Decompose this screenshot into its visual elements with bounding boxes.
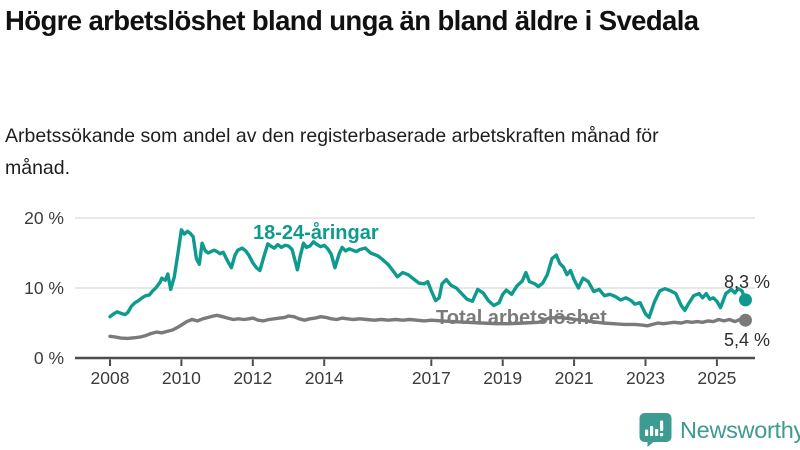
x-tick-label: 2008 [90,368,130,388]
y-tick-label: 10 % [24,278,64,298]
bar-chart-speech-bubble-icon [639,413,672,447]
series-line [108,228,748,320]
series-line [108,313,748,341]
series-label-total: Total arbetslöshet [436,307,607,329]
x-tick-label: 2017 [411,368,451,388]
series-end-dot [738,293,752,307]
y-tick-label: 20 % [24,208,64,228]
y-tick-label: 0 % [33,348,64,368]
x-tick-label: 2010 [161,368,201,388]
x-tick-label: 2021 [554,368,594,388]
chart-subtitle: Arbetssökande som andel av den registerb… [5,125,659,179]
newsworthy-logo: Newsworthy [639,413,800,447]
series-label-youth: 18-24-åringar [253,222,379,244]
page-title: Högre arbetslöshet bland unga än bland ä… [5,5,699,36]
end-value-label-total: 5,4 % [723,330,771,350]
brand-name: Newsworthy [680,416,800,443]
x-tick-label: 2023 [626,368,665,388]
x-tick-label: 2019 [483,368,523,388]
end-value-label-youth: 8,3 % [723,272,771,292]
x-tick-label: 2025 [697,368,737,388]
x-tick-label: 2014 [304,368,344,388]
series-end-dot [738,313,752,327]
x-tick-label: 2012 [233,368,273,388]
